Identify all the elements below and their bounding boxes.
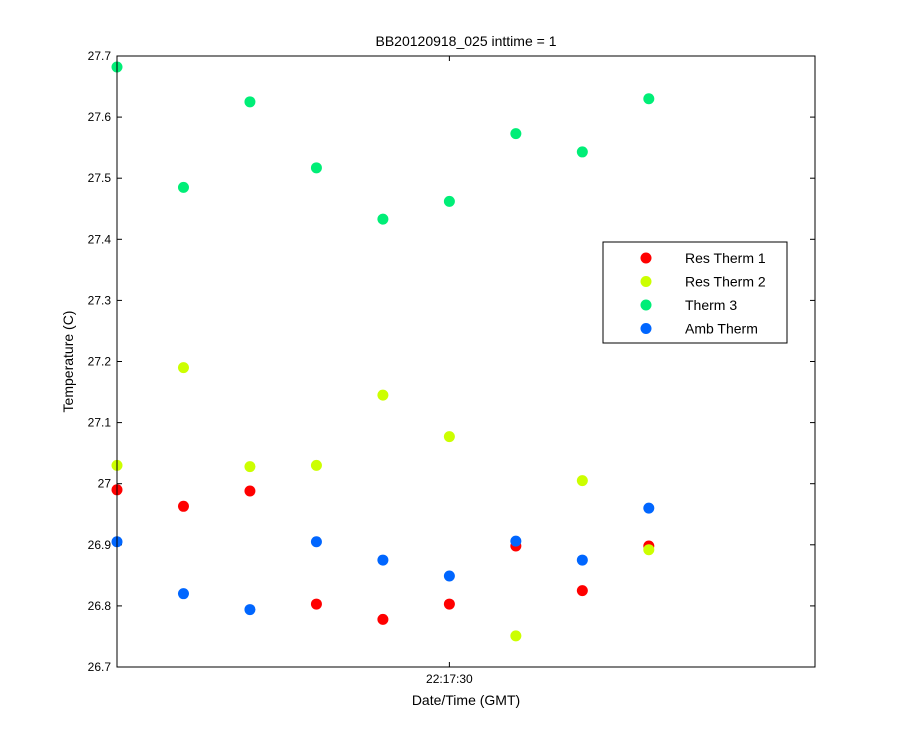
point-res-therm-2	[310, 459, 322, 471]
point-therm-3	[443, 195, 455, 207]
point-therm-3	[310, 162, 322, 174]
point-amb-therm	[510, 535, 522, 547]
chart-title: BB20120918_025 inttime = 1	[376, 33, 557, 49]
y-tick-label: 26.8	[88, 599, 112, 613]
legend-marker	[640, 252, 652, 264]
y-axis-ticks: 26.7 26.8 26.9 27 27.1 27.2 27.3 27.4 27.5 27.6 27…	[88, 49, 815, 674]
legend-label: Amb Therm	[685, 321, 758, 337]
point-amb-therm	[177, 588, 189, 600]
point-res-therm-2	[177, 362, 189, 374]
y-tick-label: 26.9	[88, 538, 112, 552]
y-axis-label: Temperature (C)	[60, 311, 76, 413]
point-res-therm-1	[310, 598, 322, 610]
point-res-therm-1	[377, 613, 389, 625]
y-tick-label: 27.1	[88, 416, 112, 430]
x-axis-label: Date/Time (GMT)	[412, 692, 520, 708]
legend-label: Res Therm 1	[685, 250, 766, 266]
point-res-therm-2	[510, 630, 522, 642]
legend-box	[602, 241, 788, 344]
x-tick-label: 22:17:30	[426, 672, 473, 686]
y-tick-label: 27	[98, 477, 112, 491]
legend-marker	[640, 323, 652, 334]
point-therm-3	[643, 93, 655, 105]
point-amb-therm	[310, 536, 322, 548]
point-res-therm-2	[643, 544, 655, 556]
y-tick-label: 27.5	[88, 171, 112, 185]
y-tick-label: 27.3	[88, 293, 112, 307]
point-res-therm-1	[443, 598, 455, 610]
point-amb-therm	[443, 570, 455, 582]
y-tick-label: 26.7	[88, 660, 112, 674]
plot-frame	[116, 55, 816, 668]
legend-label: Therm 3	[685, 297, 737, 313]
point-therm-3	[177, 181, 189, 193]
point-res-therm-2	[576, 475, 588, 487]
legend-marker	[640, 276, 652, 287]
point-res-therm-2	[443, 431, 455, 443]
point-amb-therm	[576, 554, 588, 566]
point-therm-3	[377, 213, 389, 225]
y-tick-label: 27.7	[88, 49, 112, 63]
point-res-therm-1	[576, 585, 588, 597]
point-amb-therm	[244, 604, 256, 616]
y-tick-label: 27.4	[88, 232, 112, 246]
legend: Res Therm 1 Res Therm 2 Therm 3 Amb Therm	[602, 241, 788, 344]
point-therm-3	[510, 128, 522, 140]
point-therm-3	[244, 96, 256, 108]
x-axis-ticks: 22:17:30	[426, 56, 473, 686]
y-tick-label: 27.2	[88, 355, 112, 369]
legend-marker	[640, 299, 652, 311]
point-amb-therm	[377, 554, 389, 566]
y-tick-label: 27.6	[88, 110, 112, 124]
point-res-therm-1	[177, 500, 189, 512]
point-res-therm-2	[377, 389, 389, 401]
point-amb-therm	[643, 502, 655, 514]
point-res-therm-2	[244, 461, 256, 473]
legend-label: Res Therm 2	[685, 274, 766, 290]
data-points	[111, 61, 655, 642]
point-res-therm-1	[244, 485, 256, 497]
point-therm-3	[576, 146, 588, 158]
